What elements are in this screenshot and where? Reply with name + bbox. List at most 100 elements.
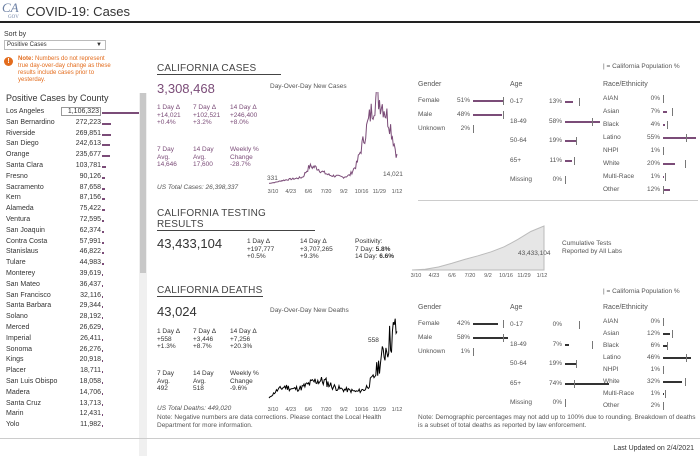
population-marker (685, 378, 687, 386)
demo-bar (565, 101, 573, 103)
county-row[interactable]: San Bernardino 272,223 (6, 119, 138, 130)
county-row[interactable]: San Francisco 32,116 (6, 292, 138, 303)
positivity-7day-value: 5.8% (375, 245, 391, 253)
cases-7day-avg: 7 Day Avg. 14,646 (157, 146, 177, 169)
demo-pct: 0% (650, 95, 660, 102)
demo-bar (565, 120, 600, 123)
x-tick-label: 7/20 (465, 273, 476, 278)
positivity-label: Positivity: (355, 238, 383, 245)
demo-row: Male 58% (418, 334, 508, 342)
county-row[interactable]: Alameda 75,422 (6, 205, 138, 216)
deaths-avg14-l1: 14 Day (193, 370, 214, 377)
demo-pct: 2% (460, 125, 470, 132)
county-row[interactable]: San Joaquin 62,374 (6, 227, 138, 238)
county-bar (102, 414, 103, 417)
county-row[interactable]: Kings 20,918 (6, 356, 138, 367)
population-marker (576, 137, 578, 145)
demo-bar (565, 159, 572, 162)
county-row[interactable]: Imperial 26,411 (6, 335, 138, 346)
demo-bar (663, 345, 667, 347)
x-tick-label: 11/29 (373, 407, 386, 413)
county-row[interactable]: Kern 87,156 (6, 194, 138, 205)
county-row[interactable]: Yolo 11,982 (6, 421, 138, 432)
county-list: Los Angeles 1,106,323 San Bernardino 272,22… (6, 107, 140, 432)
county-row[interactable]: Orange 235,677 (6, 151, 138, 162)
county-row[interactable]: Santa Barbara 29,344 (6, 302, 138, 313)
county-name: Alameda (6, 205, 34, 213)
demo-pct: 1% (650, 147, 660, 154)
population-marker (576, 360, 578, 368)
county-bar (102, 360, 103, 363)
population-marker (592, 117, 593, 126)
cases-avg14-value: 17,600 (193, 161, 213, 168)
county-row[interactable]: Fresno 90,126 (6, 173, 138, 184)
county-row[interactable]: San Diego 242,613 (6, 140, 138, 151)
county-row[interactable]: Monterey 39,619 (6, 270, 138, 281)
demo-label: AIAN (603, 95, 619, 102)
county-row[interactable]: Marin 12,431 (6, 410, 138, 421)
testing-1day-pct: +0.5% (247, 253, 266, 260)
demo-pct: 0% (552, 399, 562, 406)
ca-gov-logo[interactable]: CA GOV (2, 1, 24, 20)
sort-select[interactable]: Positive Cases ▼ (4, 40, 106, 50)
demo-row: Other 12% (603, 186, 695, 194)
demo-label: 65+ (510, 156, 522, 164)
county-bar (102, 230, 105, 233)
chevron-down-icon: ▼ (96, 42, 102, 48)
scrollbar-thumb[interactable] (140, 93, 146, 273)
county-row[interactable]: Madera 14,706 (6, 389, 138, 400)
county-row[interactable]: Stanislaus 46,822 (6, 248, 138, 259)
positivity-14day-label: 14 Day: (355, 253, 380, 260)
county-row[interactable]: Tulare 44,983 (6, 259, 138, 270)
county-row[interactable]: Sonoma 26,276 (6, 346, 138, 357)
county-row[interactable]: San Luis Obispo 18,058 (6, 378, 138, 389)
county-bar (102, 122, 112, 125)
demo-label: Black (603, 121, 619, 128)
x-tick-label: 1/12 (392, 189, 403, 195)
x-tick-label: 9/2 (340, 189, 348, 195)
county-row[interactable]: Placer 18,711 (6, 367, 138, 378)
note-text: Note: Numbers do not represent true day-… (18, 56, 116, 84)
x-tick-label: 9/2 (340, 407, 348, 413)
county-row[interactable]: Santa Clara 103,781 (6, 162, 138, 173)
testing-series-area (411, 225, 545, 271)
cases-gender-chart: Female 51% Male 48% Unknown 2% (418, 97, 506, 137)
county-row[interactable]: Ventura 72,595 (6, 216, 138, 227)
county-row[interactable]: Los Angeles 1,106,323 (6, 107, 140, 119)
testing-14day-pct: +9.3% (300, 253, 319, 260)
deaths-gender-header: Gender (418, 304, 442, 311)
county-value: 32,116 (80, 291, 101, 299)
population-marker (663, 95, 665, 103)
county-scrollbar[interactable] (139, 93, 147, 456)
x-tick-label: 11/29 (517, 273, 530, 278)
demo-bar (473, 100, 504, 102)
x-tick-label: 4/23 (285, 407, 296, 413)
demo-label: Latino (603, 354, 621, 361)
deaths-avg7-value: 492 (157, 385, 168, 392)
county-row[interactable]: Solano 28,192 (6, 313, 138, 324)
county-row[interactable]: Merced 26,629 (6, 324, 138, 335)
county-bar (102, 381, 103, 384)
deaths-x-ticks: 3/10 4/23 6/6 7/20 9/2 10/16 11/29 1/12 (268, 407, 403, 413)
testing-x-ticks: 3/10 4/23 6/6 7/20 9/2 10/16 11/29 1/12 (411, 273, 548, 278)
deaths-1day-pct: +1.3% (157, 343, 176, 350)
x-tick-label: 3/10 (268, 407, 279, 413)
population-marker (666, 342, 668, 350)
county-row[interactable]: Riverside 269,851 (6, 130, 138, 141)
county-row[interactable]: Sacramento 87,658 (6, 184, 138, 195)
cases-avg7-value: 14,646 (157, 161, 177, 168)
positivity-7day-label: 7 Day: (355, 245, 376, 253)
county-row[interactable]: San Mateo 36,437 (6, 281, 138, 292)
header-divider (0, 21, 700, 23)
county-name: Solano (6, 313, 28, 321)
county-value: 75,422 (79, 205, 101, 213)
x-tick-label: 6/6 (448, 273, 456, 278)
county-row[interactable]: Contra Costa 57,991 (6, 238, 138, 249)
demo-bar (565, 343, 570, 346)
deaths-race-header: Race/Ethnicity (603, 304, 648, 311)
testing-14day-value: +3,707,265 (300, 245, 333, 253)
deaths-14day-pct: +20.3% (230, 343, 253, 350)
x-tick-label: 6/6 (305, 407, 313, 413)
footer-divider (0, 438, 700, 439)
county-row[interactable]: Santa Cruz 13,713 (6, 400, 138, 411)
